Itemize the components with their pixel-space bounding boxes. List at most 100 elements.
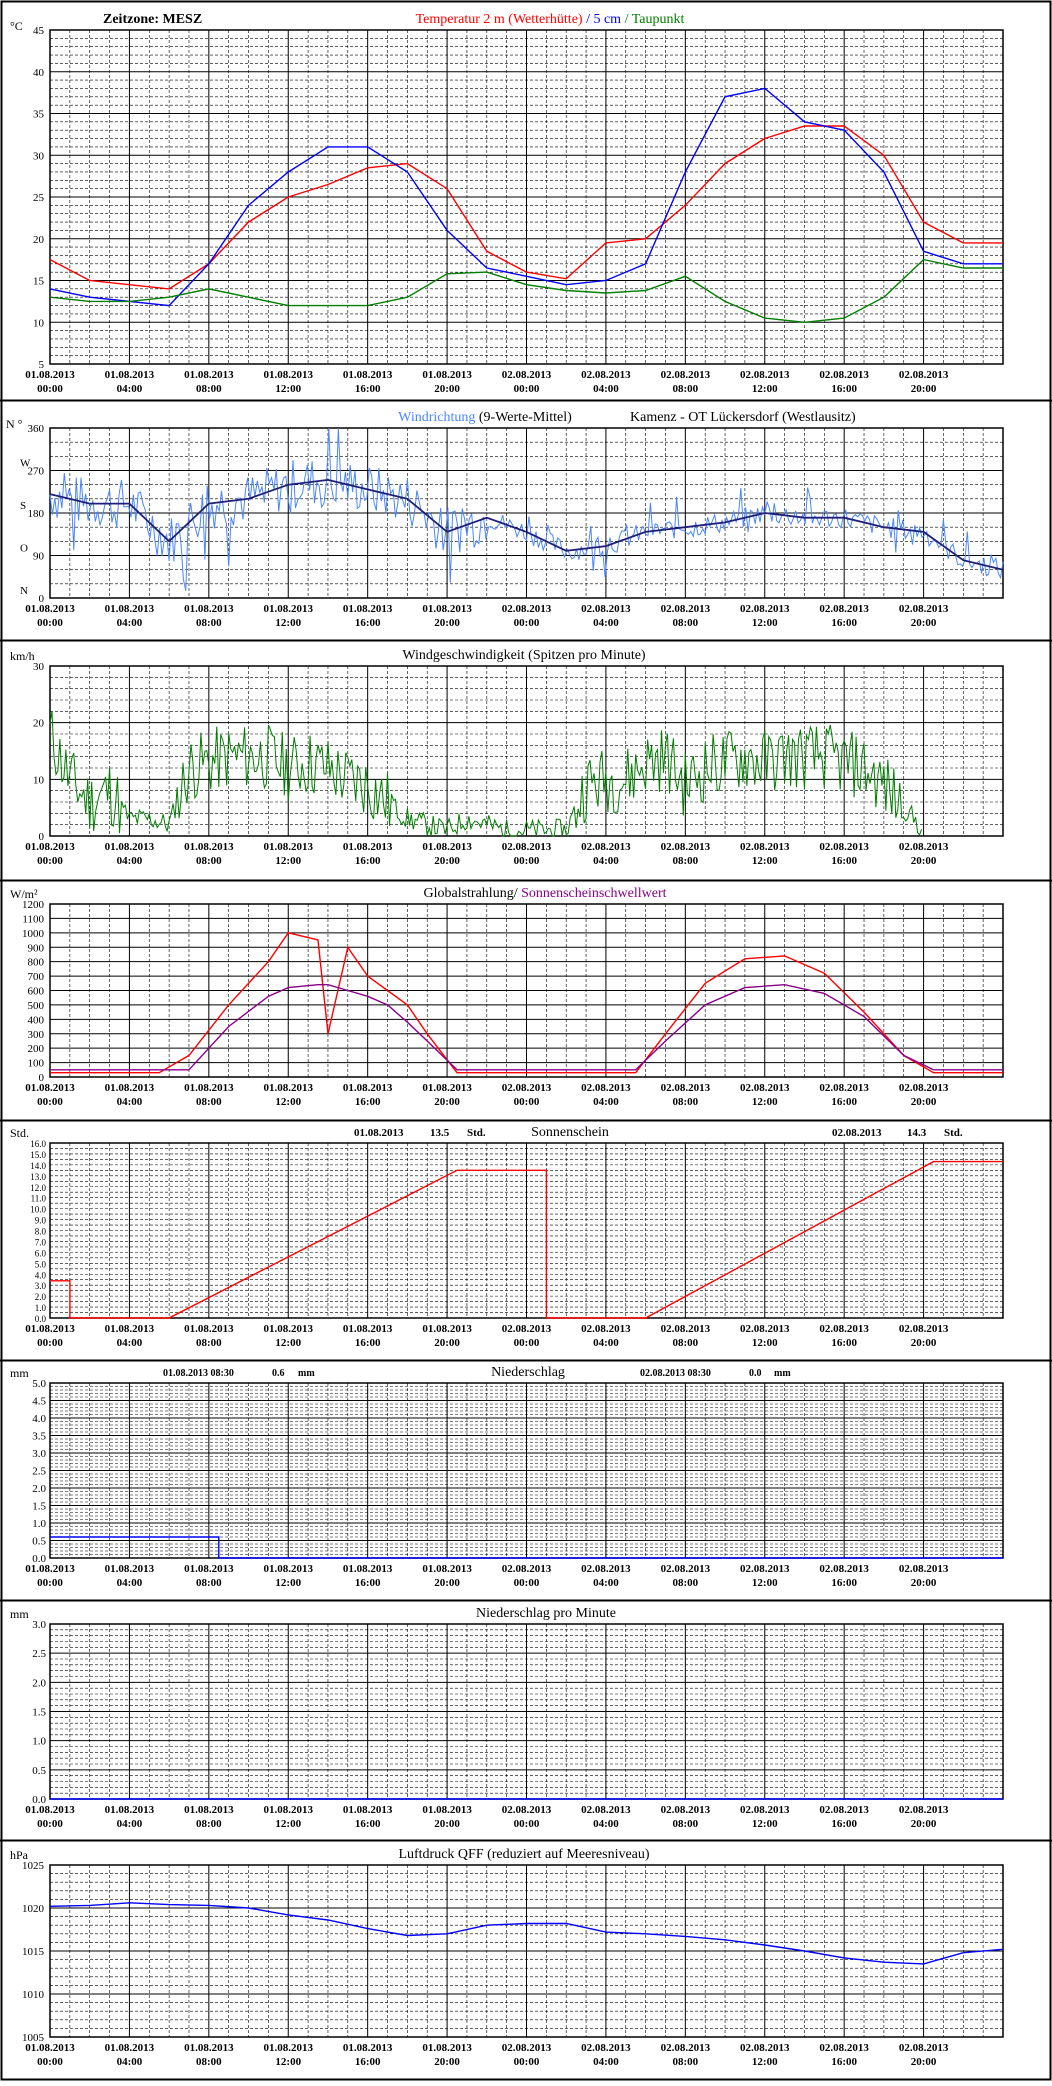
y-tick-labels: 0.01.02.03.04.05.06.07.08.09.010.011.012… xyxy=(30,1139,46,1324)
y-direction-label: N xyxy=(20,585,28,597)
x-tick-label: 02.08.2013 20:00 xyxy=(899,841,949,867)
x-tick-date: 01.08.2013 xyxy=(343,603,393,615)
y-tick-label: 20 xyxy=(33,234,45,246)
x-tick-time: 20:00 xyxy=(434,383,460,395)
x-tick-label: 01.08.2013 12:00 xyxy=(264,1082,314,1108)
y-tick-label: 800 xyxy=(28,957,45,969)
x-tick-time: 00:00 xyxy=(37,1096,63,1108)
panel-sunshine: 0.01.02.03.04.05.06.07.08.09.010.011.012… xyxy=(0,1119,1052,1349)
x-tick-date: 01.08.2013 xyxy=(264,603,314,615)
x-tick-label: 02.08.2013 20:00 xyxy=(899,1563,949,1589)
y-tick-label: 2.0 xyxy=(35,1292,47,1302)
x-tick-label: 01.08.2013 08:00 xyxy=(184,603,234,629)
y-tick-label: 45 xyxy=(33,25,45,37)
x-tick-date: 01.08.2013 xyxy=(264,1804,314,1816)
title-part: (9-Werte-Mittel) xyxy=(475,410,572,425)
day2-value: 14.3 xyxy=(907,1127,927,1139)
y-tick-label: 1.5 xyxy=(32,1707,46,1719)
x-tick-date: 02.08.2013 xyxy=(581,2042,631,2054)
series-precipitation-0 xyxy=(50,1536,1003,1559)
x-tick-date: 01.08.2013 xyxy=(422,1323,472,1335)
x-tick-label: 02.08.2013 20:00 xyxy=(899,2042,949,2068)
x-tick-label: 01.08.2013 16:00 xyxy=(343,1563,393,1589)
x-tick-time: 16:00 xyxy=(355,855,381,867)
x-tick-label: 01.08.2013 20:00 xyxy=(422,369,472,395)
x-tick-label: 01.08.2013 00:00 xyxy=(25,2042,75,2068)
x-tick-date: 01.08.2013 xyxy=(343,1804,393,1816)
y-tick-label: 10 xyxy=(33,774,45,786)
x-tick-time: 04:00 xyxy=(117,1337,143,1349)
x-tick-label: 01.08.2013 08:00 xyxy=(184,2042,234,2068)
x-tick-label: 01.08.2013 16:00 xyxy=(343,603,393,629)
x-tick-time: 04:00 xyxy=(117,2056,143,2068)
x-tick-date: 01.08.2013 xyxy=(343,841,393,853)
x-tick-label: 02.08.2013 20:00 xyxy=(899,1082,949,1108)
x-tick-date: 02.08.2013 xyxy=(819,1804,869,1816)
y-tick-label: 0 xyxy=(39,593,45,605)
x-tick-date: 01.08.2013 xyxy=(343,369,393,381)
x-tick-label: 02.08.2013 12:00 xyxy=(740,603,790,629)
series-wind_direction-0 xyxy=(49,478,1004,571)
x-tick-time: 20:00 xyxy=(434,1577,460,1589)
y-tick-label: 0.5 xyxy=(32,1765,46,1777)
panel-temperature: 51015202530354045°C01.08.201300:0001.08.… xyxy=(10,12,1004,395)
x-tick-date: 01.08.2013 xyxy=(184,1563,234,1575)
x-tick-label: 02.08.2013 16:00 xyxy=(819,1323,869,1349)
x-tick-label: 02.08.2013 08:00 xyxy=(661,2042,711,2068)
y-tick-label: 10 xyxy=(33,317,45,329)
y-tick-label: 1.0 xyxy=(35,1303,47,1313)
series-temperature-2 xyxy=(49,258,1003,324)
x-tick-label: 01.08.2013 12:00 xyxy=(264,603,314,629)
x-tick-time: 00:00 xyxy=(37,1577,63,1589)
x-tick-label: 01.08.2013 12:00 xyxy=(264,1563,314,1589)
grid xyxy=(50,665,1003,837)
grid xyxy=(50,1864,1003,2038)
title-part: / xyxy=(621,12,632,27)
panel-precip_minute: 0.00.51.01.52.02.53.0mm01.08.201300:0001… xyxy=(0,1599,1052,1830)
y-tick-label: 16.0 xyxy=(30,1139,46,1149)
x-tick-date: 02.08.2013 xyxy=(661,1563,711,1575)
y-tick-label: 5.0 xyxy=(35,1259,47,1269)
x-tick-date: 01.08.2013 xyxy=(264,2042,314,2054)
y-tick-label: 180 xyxy=(28,508,45,520)
panel-title: Niederschlag 01.08.2013 08:30 0.6 mm 02.08.2… xyxy=(163,1365,791,1380)
day1-value: 13.5 xyxy=(430,1127,450,1139)
grid xyxy=(50,1382,1003,1559)
x-tick-time: 20:00 xyxy=(911,617,937,629)
x-tick-time: 16:00 xyxy=(355,383,381,395)
y-tick-label: 200 xyxy=(28,1043,45,1055)
x-tick-time: 00:00 xyxy=(37,1818,63,1830)
y-tick-label: 3.5 xyxy=(32,1431,46,1443)
x-tick-label: 01.08.2013 00:00 xyxy=(25,1563,75,1589)
x-tick-time: 08:00 xyxy=(672,383,698,395)
y-unit-label: hPa xyxy=(10,1848,29,1862)
x-tick-time: 04:00 xyxy=(593,1337,619,1349)
y-tick-labels: 0.0 0.5 1.0 1.5 2.0 2.5 3.0 3.5 4.0 4.5 5.0 xyxy=(32,1378,46,1565)
x-tick-time: 16:00 xyxy=(831,1337,857,1349)
x-tick-time: 12:00 xyxy=(275,2056,301,2068)
y-tick-label: 2.5 xyxy=(32,1466,46,1478)
grid xyxy=(50,427,1003,599)
x-tick-label: 01.08.2013 20:00 xyxy=(422,1082,472,1108)
y-tick-label: 360 xyxy=(28,423,45,435)
series-group xyxy=(49,1902,1004,1965)
y-tick-label: 0.0 xyxy=(35,1314,47,1324)
series-group xyxy=(50,932,1003,1074)
y-tick-label: 14.0 xyxy=(30,1161,46,1171)
y-tick-label: 1200 xyxy=(22,899,45,911)
x-tick-label: 01.08.2013 12:00 xyxy=(264,841,314,867)
x-tick-date: 01.08.2013 xyxy=(25,2042,75,2054)
x-tick-date: 02.08.2013 xyxy=(581,1082,631,1094)
grid xyxy=(50,1623,1003,1800)
title-part: Sonnenscheinschwellwert xyxy=(521,886,667,901)
x-tick-label: 01.08.2013 00:00 xyxy=(25,369,75,395)
x-tick-date: 01.08.2013 xyxy=(264,1563,314,1575)
x-tick-date: 01.08.2013 xyxy=(422,2042,472,2054)
y-tick-label: 0.0 xyxy=(32,1553,46,1565)
y-tick-label: 1100 xyxy=(22,913,44,925)
x-tick-date: 02.08.2013 xyxy=(899,603,949,615)
x-tick-label: 02.08.2013 08:00 xyxy=(661,603,711,629)
x-tick-time: 12:00 xyxy=(275,383,301,395)
x-tick-label: 02.08.2013 04:00 xyxy=(581,1563,631,1589)
